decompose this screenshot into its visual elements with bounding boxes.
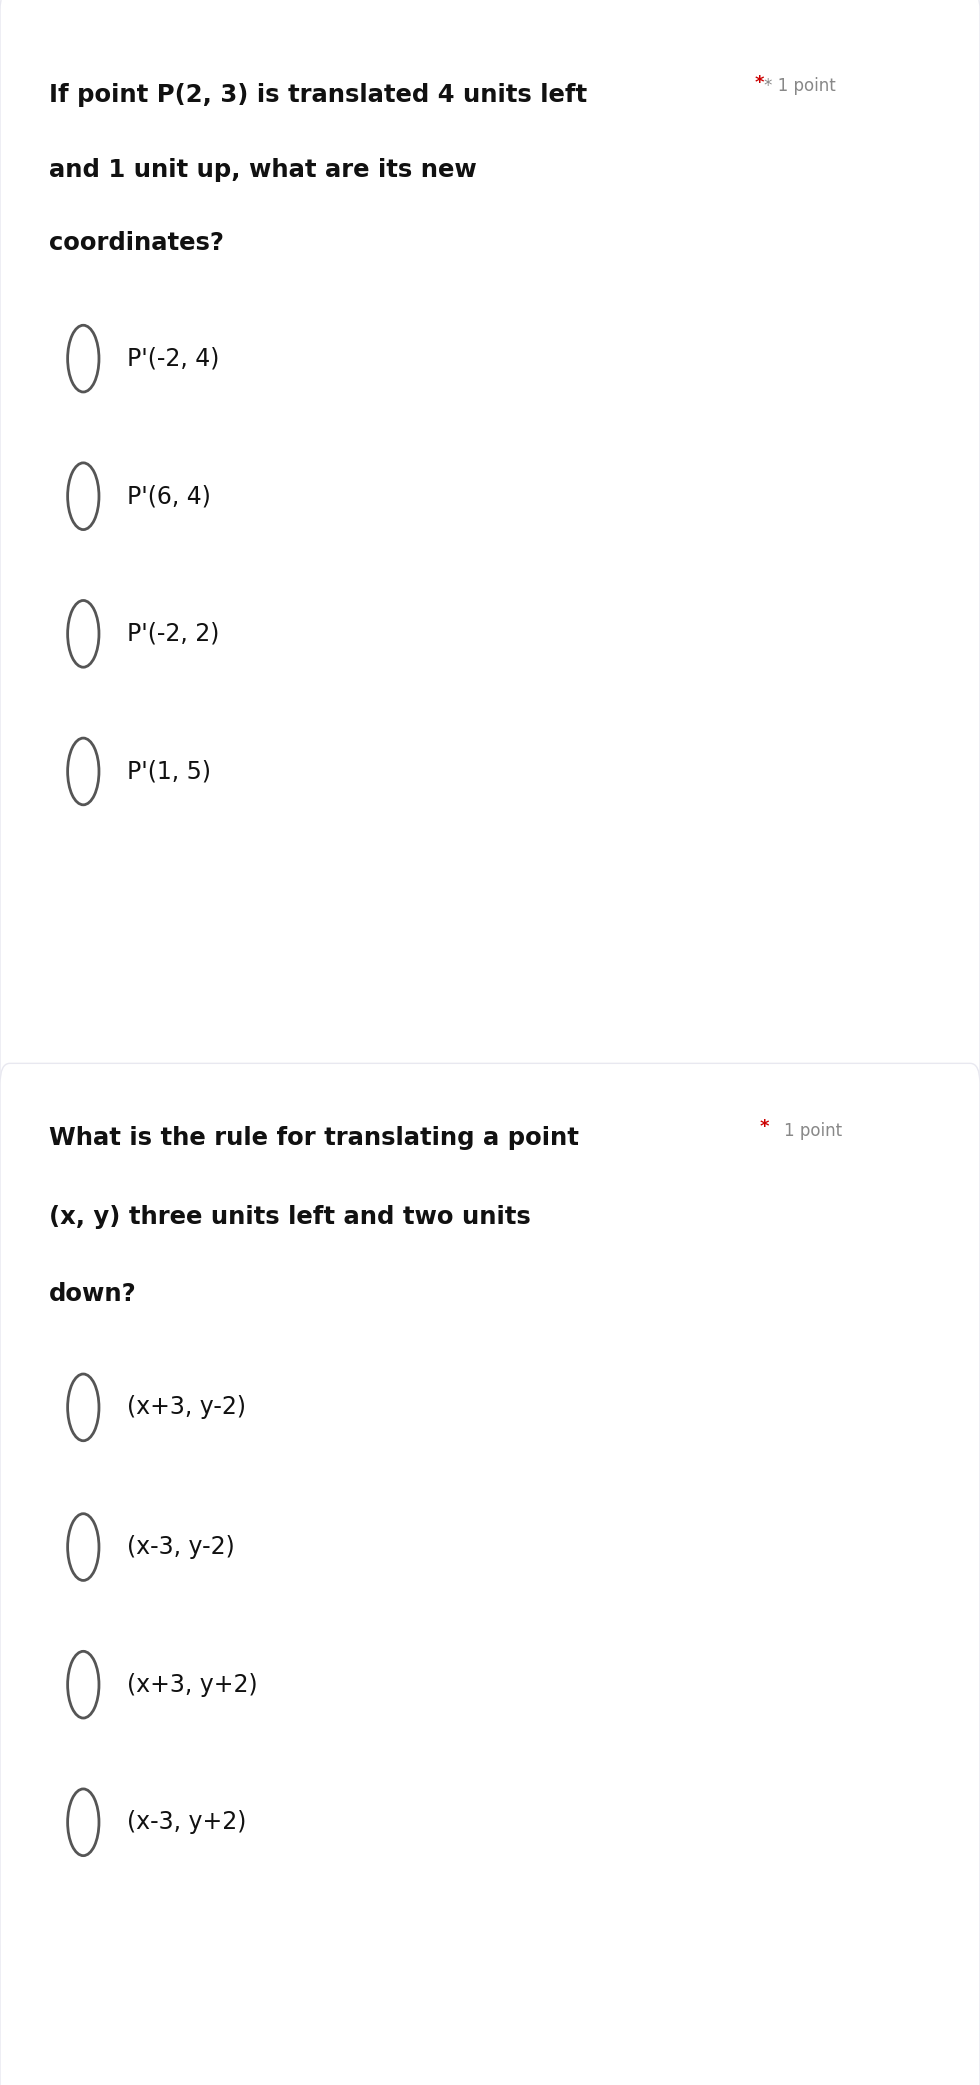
Text: (x+3, y+2): (x+3, y+2): [127, 1672, 258, 1697]
Text: *: *: [755, 73, 764, 92]
Text: coordinates?: coordinates?: [49, 231, 224, 256]
Text: (x, y) three units left and two units: (x, y) three units left and two units: [49, 1205, 531, 1230]
Text: P'(-2, 4): P'(-2, 4): [127, 346, 220, 371]
Text: (x+3, y-2): (x+3, y-2): [127, 1395, 246, 1420]
Text: (x-3, y+2): (x-3, y+2): [127, 1810, 247, 1835]
Text: *: *: [760, 1118, 769, 1136]
Text: If point P(2, 3) is translated 4 units left: If point P(2, 3) is translated 4 units l…: [49, 83, 587, 108]
Text: P'(-2, 2): P'(-2, 2): [127, 621, 220, 646]
Text: P'(1, 5): P'(1, 5): [127, 759, 212, 784]
FancyBboxPatch shape: [0, 0, 980, 1095]
Text: down?: down?: [49, 1282, 137, 1307]
Text: What is the rule for translating a point: What is the rule for translating a point: [49, 1126, 579, 1151]
Text: * 1 point: * 1 point: [764, 77, 836, 96]
Text: (x-3, y-2): (x-3, y-2): [127, 1535, 235, 1560]
Text: and 1 unit up, what are its new: and 1 unit up, what are its new: [49, 158, 476, 183]
Bar: [0, 1055, 980, 1105]
FancyBboxPatch shape: [0, 1063, 980, 2085]
Text: P'(6, 4): P'(6, 4): [127, 484, 212, 509]
Text: 1 point: 1 point: [784, 1122, 842, 1140]
